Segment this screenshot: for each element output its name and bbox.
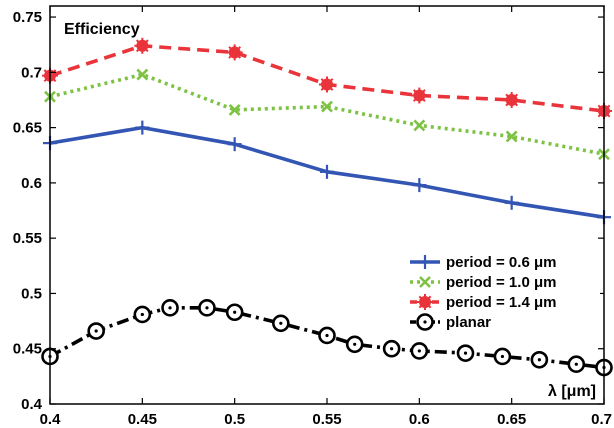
- data-point: [319, 76, 335, 93]
- y-tick-label: 0.6: [21, 175, 42, 192]
- data-point: [161, 299, 179, 317]
- data-point: [198, 299, 216, 317]
- data-point: [493, 347, 512, 366]
- data-point: [504, 195, 519, 210]
- data-point: [345, 335, 364, 354]
- data-point: [136, 68, 149, 81]
- data-point: [226, 44, 243, 61]
- series-line: [49, 305, 605, 370]
- data-point: [412, 178, 427, 193]
- x-tick-label: 0.45: [128, 411, 157, 428]
- data-point: [133, 305, 152, 324]
- data-point: [318, 326, 336, 345]
- legend-marker: [416, 313, 434, 331]
- data-point: [505, 130, 518, 143]
- x-axis-label: λ [μm]: [548, 383, 596, 400]
- data-point: [134, 37, 151, 54]
- data-point: [272, 314, 290, 333]
- data-point: [530, 350, 549, 369]
- legend: period = 0.6 μm period = 1.0 μm period = 1…: [404, 248, 600, 331]
- data-point: [321, 100, 333, 113]
- data-point: [410, 342, 429, 360]
- legend-entry-label: period = 0.6 μm: [446, 254, 556, 271]
- y-axis-label: Efficiency: [64, 21, 140, 38]
- data-point: [227, 137, 242, 152]
- x-tick-label: 0.55: [312, 411, 341, 428]
- legend-marker: [417, 294, 433, 310]
- x-tick-label: 0.6: [409, 411, 430, 428]
- data-point: [228, 104, 241, 116]
- data-point: [135, 120, 150, 135]
- legend-marker: [419, 276, 431, 288]
- legend-entry-label: planar: [446, 314, 491, 331]
- data-point: [320, 164, 334, 179]
- y-tick-label: 0.55: [13, 230, 42, 247]
- y-tick-label: 0.4: [21, 396, 43, 413]
- y-tick-label: 0.65: [13, 120, 42, 137]
- legend-entry-label: period = 1.4 μm: [446, 294, 556, 311]
- tick-group: 0.4 0.45 0.5 0.55 0.6 0.65 0.7 0.75 0.4 0.45 0.5 0.…: [13, 6, 612, 428]
- x-tick-label: 0.65: [497, 411, 526, 428]
- x-tick-label: 0.7: [591, 411, 612, 428]
- series-group: [41, 37, 613, 377]
- data-point: [225, 303, 244, 322]
- data-point: [503, 91, 520, 108]
- legend-marker: [418, 255, 432, 269]
- y-tick-label: 0.5: [21, 285, 42, 302]
- x-tick-label: 0.5: [224, 411, 245, 428]
- data-point: [382, 339, 401, 358]
- legend-entry-label: period = 1.0 μm: [446, 274, 556, 291]
- data-point: [87, 322, 105, 340]
- data-point: [411, 87, 428, 104]
- data-point: [413, 119, 426, 132]
- y-tick-label: 0.45: [13, 341, 42, 358]
- data-point: [456, 344, 475, 362]
- y-tick-label: 0.7: [21, 64, 42, 81]
- y-tick-label: 0.75: [13, 9, 42, 26]
- x-tick-label: 0.4: [40, 411, 62, 428]
- data-point: [567, 355, 586, 374]
